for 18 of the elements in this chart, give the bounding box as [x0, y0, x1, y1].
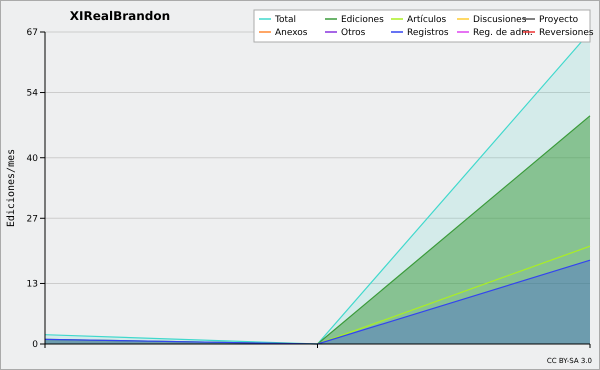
- y-axis-title: Ediciones/mes: [6, 148, 17, 228]
- legend-label: Anexos: [275, 28, 308, 38]
- y-tick-label: 54: [26, 88, 38, 99]
- y-tick-label: 13: [26, 280, 38, 290]
- chart-title: XIRealBrandon: [70, 9, 170, 23]
- legend-label: Proyecto: [539, 15, 579, 26]
- legend-label: Registros: [407, 28, 449, 38]
- legend-label: Otros: [341, 28, 366, 38]
- legend-label: Reversiones: [539, 28, 594, 38]
- legend-label: Discusiones: [473, 15, 527, 26]
- legend-label: Artículos: [407, 14, 447, 26]
- y-tick-label: 27: [26, 214, 38, 224]
- legend-label: Total: [274, 15, 296, 26]
- y-tick-label: 40: [26, 154, 38, 164]
- y-tick-label: 0: [32, 340, 38, 350]
- legend-label: Reg. de adm.: [473, 28, 533, 38]
- y-tick-label: 67: [26, 28, 38, 38]
- legend-label: Ediciones: [341, 15, 384, 26]
